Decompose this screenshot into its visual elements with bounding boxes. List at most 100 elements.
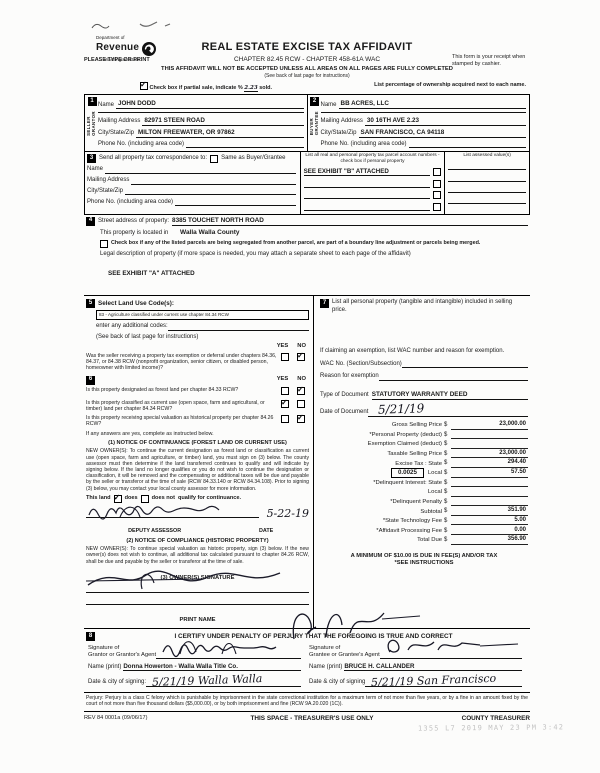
same-as-buyer-checkbox[interactable] xyxy=(210,154,219,163)
does-label: does xyxy=(124,495,138,502)
state-technology-fee-value: 5.00 xyxy=(451,517,528,526)
same-as-buyer-label: Same as Buyer/Grantee xyxy=(221,155,286,161)
grantee-name-print-value: BRUCE H. CALLANDER xyxy=(344,663,522,672)
historic-yes-checkbox[interactable] xyxy=(281,415,289,424)
grantee-signature-block: Signature of Grantee or Grantee's Agent N… xyxy=(307,639,528,689)
segregated-checkbox[interactable] xyxy=(100,240,108,249)
located-in-label: This property is located in xyxy=(100,229,169,236)
seller-exemption-yes-checkbox[interactable] xyxy=(281,352,289,361)
parcel-line xyxy=(303,191,431,200)
minimum-fee-note: A MINIMUM OF $10.00 IS DUE IN FEE(S) AND… xyxy=(350,552,498,559)
dor-logo: Department of Revenue Washington State xyxy=(96,35,188,62)
partial-sale-suffix: sold. xyxy=(259,85,273,92)
seller-phone-value xyxy=(186,147,304,149)
land-use-code-box[interactable]: 83 - Agriculture classified under curren… xyxy=(96,310,309,321)
current-use-no-checkbox[interactable] xyxy=(297,400,305,409)
pen-mark xyxy=(91,21,171,29)
forest-yes-checkbox[interactable] xyxy=(281,387,289,396)
owners-signature-line xyxy=(86,584,309,594)
buyer-mailing-value: 30 16TH AVE 2.23 xyxy=(364,117,526,126)
dollar-sign: $ xyxy=(444,537,448,544)
grantor-date-city-value: 5/21/19 Walla Walla xyxy=(151,672,263,690)
footer-row: REV 84 0001a (09/06/17) THIS SPACE - TRE… xyxy=(84,715,530,723)
this-land-label: This land xyxy=(86,495,111,502)
buyer-city-value: SAN FRANCISCO, CA 94118 xyxy=(358,129,526,138)
parcel-checkbox-3[interactable] xyxy=(433,202,442,211)
seller-mailing-value: 82971 STEEN ROAD xyxy=(142,117,304,126)
dollar-sign: $ xyxy=(444,441,448,448)
grantor-date-line xyxy=(146,685,301,687)
located-county-value: Walla Walla County xyxy=(180,228,240,236)
wac-number-line xyxy=(401,367,528,369)
assessor-date-value: 5-22-19 xyxy=(266,506,309,520)
buyer-phone-label: Phone No. (including area code) xyxy=(320,140,407,147)
s3-phone-label: Phone No. (including area code) xyxy=(87,198,174,205)
parcel-line xyxy=(303,180,431,188)
section-3-number: 3 xyxy=(87,154,96,164)
money-row: Gross Selling Price $23,000.00 xyxy=(391,421,528,430)
forest-no-checkbox[interactable] xyxy=(297,385,305,396)
personal-property-label: List all personal property (tangible and… xyxy=(332,299,513,313)
total-due-value: 356.90 xyxy=(451,536,528,545)
yes-header: YES xyxy=(276,343,289,350)
middle-columns: 5 Select Land Use Code(s): 83 - Agricult… xyxy=(84,296,530,629)
parcel-checkbox-1[interactable] xyxy=(433,179,442,188)
dollar-sign: $ xyxy=(444,489,448,496)
forest-land-question: Is this property designated as forest la… xyxy=(86,387,239,394)
logo-state-label: Washington State xyxy=(104,56,140,62)
subtotal-value: 351.90 xyxy=(451,507,528,516)
form-title: REAL ESTATE EXCISE TAX AFFIDAVIT xyxy=(201,41,413,53)
tax-computation-column: 7 List all personal property (tangible a… xyxy=(314,296,530,628)
wac-number-label: WAC No. (Section/Subsection) xyxy=(320,360,402,367)
parcel-checkbox-2[interactable] xyxy=(433,191,442,200)
section-7-number: 7 xyxy=(320,299,329,309)
exhibit-b-checkbox[interactable] xyxy=(433,168,442,177)
seller-block: 1 SELLER GRANTOR Name JOHN DODD Mailing Ad… xyxy=(85,95,307,151)
dollar-sign: $ xyxy=(444,422,448,429)
excise-tax-state-value: 294.40 xyxy=(451,459,528,468)
local-rate-box[interactable]: 0.0025 xyxy=(390,467,424,478)
partial-sale-checkbox[interactable] xyxy=(140,80,148,91)
doc-date-line xyxy=(368,415,528,417)
delinquent-penalty-value xyxy=(451,505,528,507)
street-address-value: 8385 TOUCHET NORTH ROAD xyxy=(172,217,528,226)
exhibit-b-value: SEE EXHIBIT "B" ATTACHED xyxy=(303,168,431,177)
buyer-block: 2 BUYER GRANTEE Name BB ACRES, LLC Mailing… xyxy=(306,95,530,152)
property-address-section: 4 Street address of property: 8385 TOUCH… xyxy=(84,215,530,297)
county-treasurer-label: COUNTY TREASURER xyxy=(461,714,530,722)
no-header: NO xyxy=(297,343,306,350)
notice-compliance-title: (2) NOTICE OF COMPLIANCE (HISTORIC PROPE… xyxy=(126,538,269,545)
seller-phone-label: Phone No. (including area code) xyxy=(98,140,185,147)
deputy-assessor-signature-scribble xyxy=(88,505,220,520)
exemption-note: If claiming an exemption, list WAC numbe… xyxy=(320,348,505,355)
seller-mailing-label: Mailing Address xyxy=(98,118,141,125)
seller-city-value: MILTON FREEWATER, OR 97862 xyxy=(136,129,304,138)
parties-section: 1 SELLER GRANTOR Name JOHN DODD Mailing Ad… xyxy=(84,94,530,153)
logo-dept-label: Department of xyxy=(96,35,125,40)
current-use-question: Is this property classified as current u… xyxy=(86,400,265,413)
affidavit-processing-fee-value: 0.00 xyxy=(451,527,528,536)
buyer-mailing-label: Mailing Address xyxy=(320,118,363,125)
land-does-checkbox[interactable] xyxy=(113,493,122,503)
delinquent-interest-state-value xyxy=(451,486,528,488)
seller-exemption-no-checkbox[interactable] xyxy=(297,351,305,361)
s3-mailing-value xyxy=(131,183,296,185)
revenue-swirl-icon xyxy=(142,41,157,56)
yes-header-2: YES xyxy=(276,375,289,382)
parcel-line xyxy=(303,203,431,211)
dollar-sign: $ xyxy=(444,431,448,438)
current-use-yes-checkbox[interactable] xyxy=(281,398,289,409)
qualify-label: qualify for continuance. xyxy=(177,495,242,502)
exemption-reason-label: Reason for exemption xyxy=(320,373,379,380)
money-row: Total Due $356.90 xyxy=(417,536,528,545)
exemption-claimed-value xyxy=(451,447,528,449)
legal-description-label: Legal description of property (if more s… xyxy=(100,251,411,258)
see-instructions-note: *SEE INSTRUCTIONS xyxy=(394,560,454,567)
grantor-sig-label-2: Grantor or Grantor's Agent xyxy=(88,652,157,659)
historic-no-checkbox[interactable] xyxy=(297,413,305,424)
tax-correspondence-section: 3 Send all property tax correspondence t… xyxy=(84,152,530,215)
money-row: Local $ xyxy=(320,487,528,497)
send-correspondence-label: Send all property tax correspondence to: xyxy=(99,155,208,161)
section-1-number: 1 xyxy=(87,97,97,107)
land-does-not-checkbox[interactable] xyxy=(140,494,149,503)
